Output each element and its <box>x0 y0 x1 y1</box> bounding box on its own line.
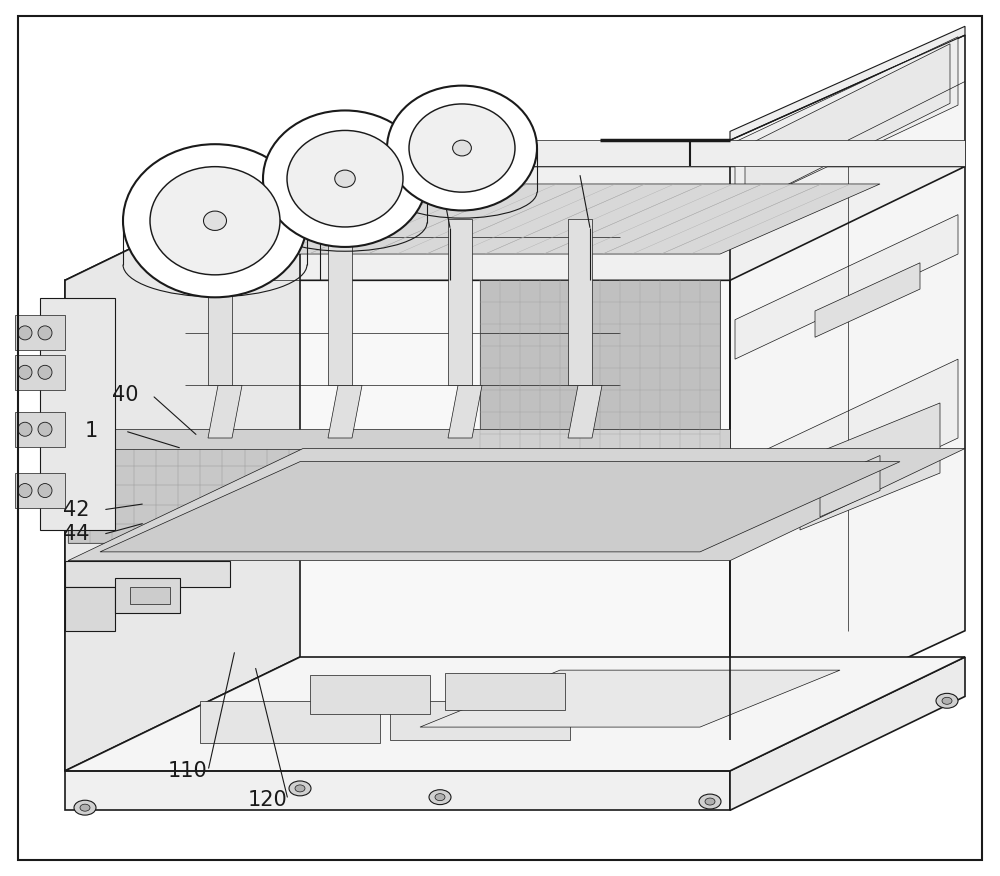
Ellipse shape <box>289 781 311 795</box>
Ellipse shape <box>38 484 52 498</box>
Ellipse shape <box>74 801 96 815</box>
Polygon shape <box>310 675 430 714</box>
Ellipse shape <box>18 365 32 379</box>
Ellipse shape <box>18 484 32 498</box>
Polygon shape <box>815 263 920 337</box>
Ellipse shape <box>699 794 721 809</box>
Ellipse shape <box>150 166 280 275</box>
Ellipse shape <box>453 140 471 156</box>
Polygon shape <box>65 166 300 771</box>
Polygon shape <box>250 184 880 254</box>
Polygon shape <box>130 587 170 604</box>
Ellipse shape <box>387 86 537 210</box>
Ellipse shape <box>263 110 427 247</box>
Ellipse shape <box>335 170 355 187</box>
Ellipse shape <box>18 326 32 340</box>
Polygon shape <box>820 456 880 517</box>
Polygon shape <box>568 385 602 438</box>
Ellipse shape <box>123 145 307 297</box>
Polygon shape <box>300 140 965 166</box>
Polygon shape <box>65 587 115 631</box>
Polygon shape <box>68 449 965 561</box>
Polygon shape <box>200 701 380 743</box>
Ellipse shape <box>435 794 445 801</box>
Polygon shape <box>68 447 730 543</box>
Polygon shape <box>65 771 730 810</box>
Ellipse shape <box>38 365 52 379</box>
Polygon shape <box>730 26 965 140</box>
Polygon shape <box>15 473 65 508</box>
Polygon shape <box>480 280 720 543</box>
Polygon shape <box>65 561 230 587</box>
Text: 44: 44 <box>63 525 90 544</box>
Ellipse shape <box>409 104 515 192</box>
Text: 42: 42 <box>63 500 90 519</box>
Polygon shape <box>448 385 482 438</box>
Ellipse shape <box>295 785 305 792</box>
Polygon shape <box>15 355 65 390</box>
Polygon shape <box>65 657 965 771</box>
Ellipse shape <box>38 422 52 436</box>
Polygon shape <box>328 385 362 438</box>
Polygon shape <box>420 670 840 727</box>
Polygon shape <box>745 44 950 206</box>
Polygon shape <box>115 578 180 613</box>
Polygon shape <box>208 219 232 385</box>
Ellipse shape <box>38 326 52 340</box>
Polygon shape <box>730 657 965 810</box>
Ellipse shape <box>287 131 403 227</box>
Polygon shape <box>208 385 242 438</box>
Polygon shape <box>445 673 565 710</box>
Polygon shape <box>568 219 592 385</box>
Ellipse shape <box>705 798 715 805</box>
Polygon shape <box>65 280 730 771</box>
Polygon shape <box>735 215 958 359</box>
Text: 40: 40 <box>112 385 138 405</box>
Polygon shape <box>328 219 352 385</box>
Polygon shape <box>15 315 65 350</box>
Polygon shape <box>390 701 570 740</box>
Ellipse shape <box>18 422 32 436</box>
Ellipse shape <box>204 211 226 230</box>
Polygon shape <box>40 298 115 530</box>
Polygon shape <box>65 429 730 449</box>
Text: 120: 120 <box>248 790 288 809</box>
Text: 1: 1 <box>85 421 98 441</box>
Ellipse shape <box>936 694 958 708</box>
Polygon shape <box>735 37 958 210</box>
Text: 110: 110 <box>168 761 208 781</box>
Polygon shape <box>100 462 900 552</box>
Ellipse shape <box>429 790 451 804</box>
Polygon shape <box>730 35 965 740</box>
Ellipse shape <box>80 804 90 811</box>
Polygon shape <box>15 412 65 447</box>
Polygon shape <box>800 403 940 530</box>
Polygon shape <box>448 219 472 385</box>
Ellipse shape <box>942 697 952 704</box>
Polygon shape <box>65 166 965 280</box>
Polygon shape <box>735 359 958 543</box>
